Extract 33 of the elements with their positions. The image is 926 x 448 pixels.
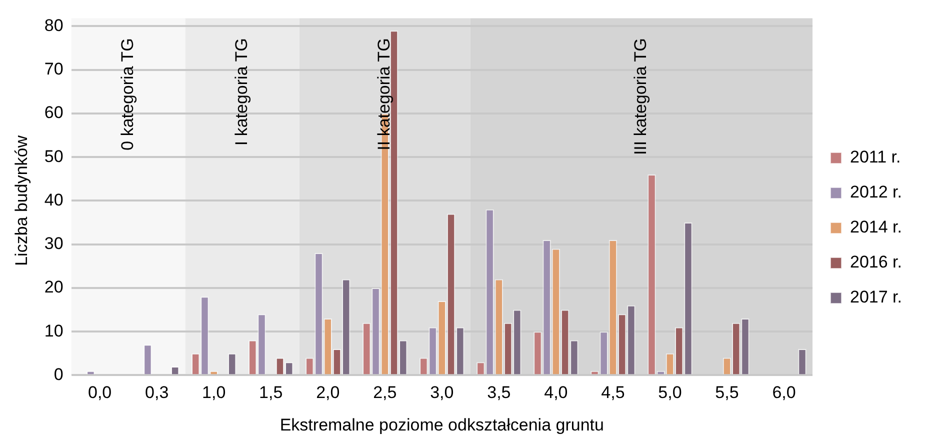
legend-label: 2014 r. (850, 218, 902, 237)
x-tick-label: 3,0 (430, 383, 454, 402)
y-tick-label: 20 (44, 278, 64, 297)
y-tick-label: 50 (44, 146, 64, 166)
y-tick-label: 70 (44, 60, 64, 79)
legend-label: 2011 r. (850, 148, 901, 167)
x-tick-label: 0,3 (145, 383, 169, 402)
y-tick-label: 80 (44, 16, 64, 35)
y-axis-title: Liczba budynków (12, 134, 31, 266)
legend-label: 2016 r. (850, 252, 902, 272)
legend-label: 2012 r. (850, 182, 902, 202)
band-label: I kategoria TG (232, 38, 252, 146)
x-tick-label: 3,5 (487, 383, 511, 402)
x-tick-label: 1,0 (202, 383, 226, 402)
y-tick-label: 30 (44, 234, 64, 254)
x-tick-label: 0,0 (88, 383, 112, 402)
x-tick-label: 4,5 (601, 383, 625, 402)
x-tick-label: 2,5 (373, 383, 397, 402)
x-tick-label: 4,0 (544, 383, 568, 402)
x-axis-title: Ekstremalne poziome odkształcenia gruntu (280, 415, 604, 434)
y-tick-label: 0 (54, 364, 64, 384)
band-label: II kategoria TG (374, 38, 394, 150)
x-tick-label: 1,5 (259, 383, 283, 402)
y-tick-label: 40 (44, 190, 64, 210)
x-tick-label: 5,5 (715, 383, 739, 402)
x-tick-label: 6,0 (772, 383, 796, 402)
x-tick-label: 2,0 (316, 383, 340, 402)
x-tick-label: 5,0 (658, 383, 682, 402)
band-label: 0 kategoria TG (118, 38, 138, 150)
y-tick-label: 60 (44, 103, 64, 122)
band-label: III kategoria TG (631, 38, 650, 156)
y-tick-label: 10 (44, 321, 64, 340)
legend-label: 2017 r. (850, 288, 902, 307)
